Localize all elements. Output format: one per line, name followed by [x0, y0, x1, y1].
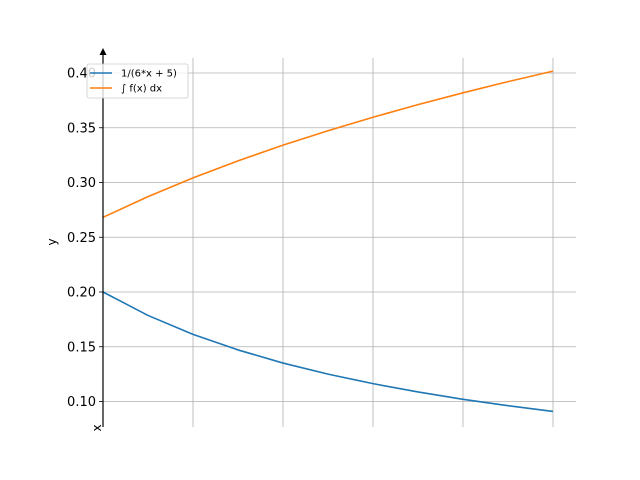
legend-label-2: ∫ f(x) dx: [121, 84, 162, 95]
y-tick-label: 0.10: [67, 395, 96, 410]
y-tick-label: 0.30: [67, 176, 96, 191]
series-layer: [102, 70, 554, 413]
y-tick-label: 0.20: [67, 286, 96, 301]
grid: [103, 58, 576, 427]
y-tick-label: 0.25: [67, 231, 96, 246]
x-axis-label: x: [90, 424, 104, 431]
series-line-2: [102, 70, 554, 219]
y-tick-label: 0.35: [67, 121, 96, 136]
legend-label-1: 1/(6*x + 5): [121, 69, 177, 80]
y-axis-label: y: [45, 238, 59, 245]
y-axis-arrow: [99, 48, 107, 55]
legend-box: [86, 63, 189, 99]
y-tick-label: 0.15: [67, 340, 96, 355]
axes: [99, 48, 107, 427]
series-line-1: [102, 291, 554, 413]
legend: 1/(6*x + 5) ∫ f(x) dx: [86, 63, 189, 99]
y-ticks: 0.100.150.200.250.300.350.40: [67, 67, 103, 410]
